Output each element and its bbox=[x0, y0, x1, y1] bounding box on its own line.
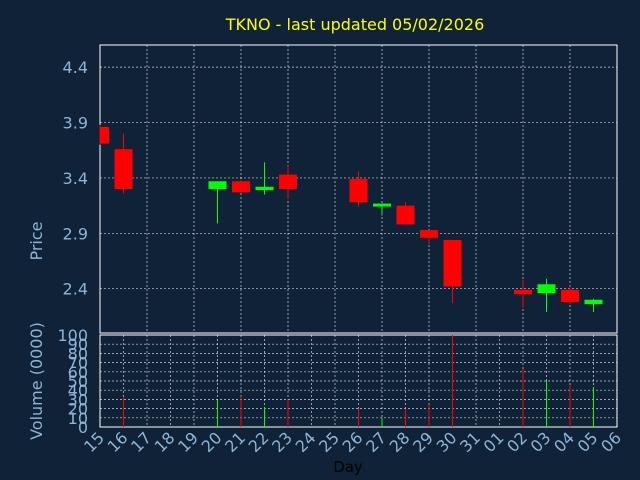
volume-axis-label: Volume (0000) bbox=[27, 322, 46, 440]
candle-body bbox=[420, 229, 438, 238]
candle-body bbox=[279, 174, 297, 189]
price-tick-label: 2.4 bbox=[63, 280, 88, 299]
volume-tick-label: 70 bbox=[68, 354, 88, 373]
candle-body bbox=[373, 203, 391, 207]
x-tick-label: 06 bbox=[597, 428, 625, 456]
volume-tick-label: 20 bbox=[68, 400, 88, 419]
candle-body bbox=[114, 149, 133, 189]
candle-body bbox=[232, 181, 250, 193]
price-tick-label: 2.9 bbox=[63, 224, 88, 243]
x-axis-label: Day bbox=[333, 458, 363, 476]
candle-body bbox=[396, 205, 415, 225]
volume-tick-label: 60 bbox=[68, 363, 88, 382]
candle-body bbox=[100, 126, 109, 144]
price-tick-label: 3.4 bbox=[63, 169, 88, 188]
volume-tick-label: 80 bbox=[68, 344, 88, 363]
price-tick-label: 3.9 bbox=[63, 114, 88, 133]
volume-tick-label: 0 bbox=[78, 418, 88, 437]
volume-tick-label: 90 bbox=[68, 335, 88, 354]
volume-tick-label: 100 bbox=[57, 326, 88, 345]
candle-body bbox=[443, 239, 462, 287]
price-tick-label: 4.4 bbox=[63, 58, 88, 77]
candle-body bbox=[514, 289, 532, 295]
candle-body bbox=[208, 181, 227, 189]
volume-tick-label: 50 bbox=[68, 372, 88, 391]
volume-tick-label: 40 bbox=[68, 381, 88, 400]
candle-body bbox=[537, 284, 556, 294]
candle-body bbox=[255, 186, 274, 191]
candle-body bbox=[349, 179, 368, 203]
chart-title: TKNO - last updated 05/02/2026 bbox=[225, 15, 485, 34]
candle-body bbox=[561, 289, 579, 302]
price-axis-label: Price bbox=[27, 221, 46, 260]
volume-tick-label: 30 bbox=[68, 390, 88, 409]
candle-body bbox=[584, 299, 603, 305]
volume-tick-label: 10 bbox=[68, 409, 88, 428]
